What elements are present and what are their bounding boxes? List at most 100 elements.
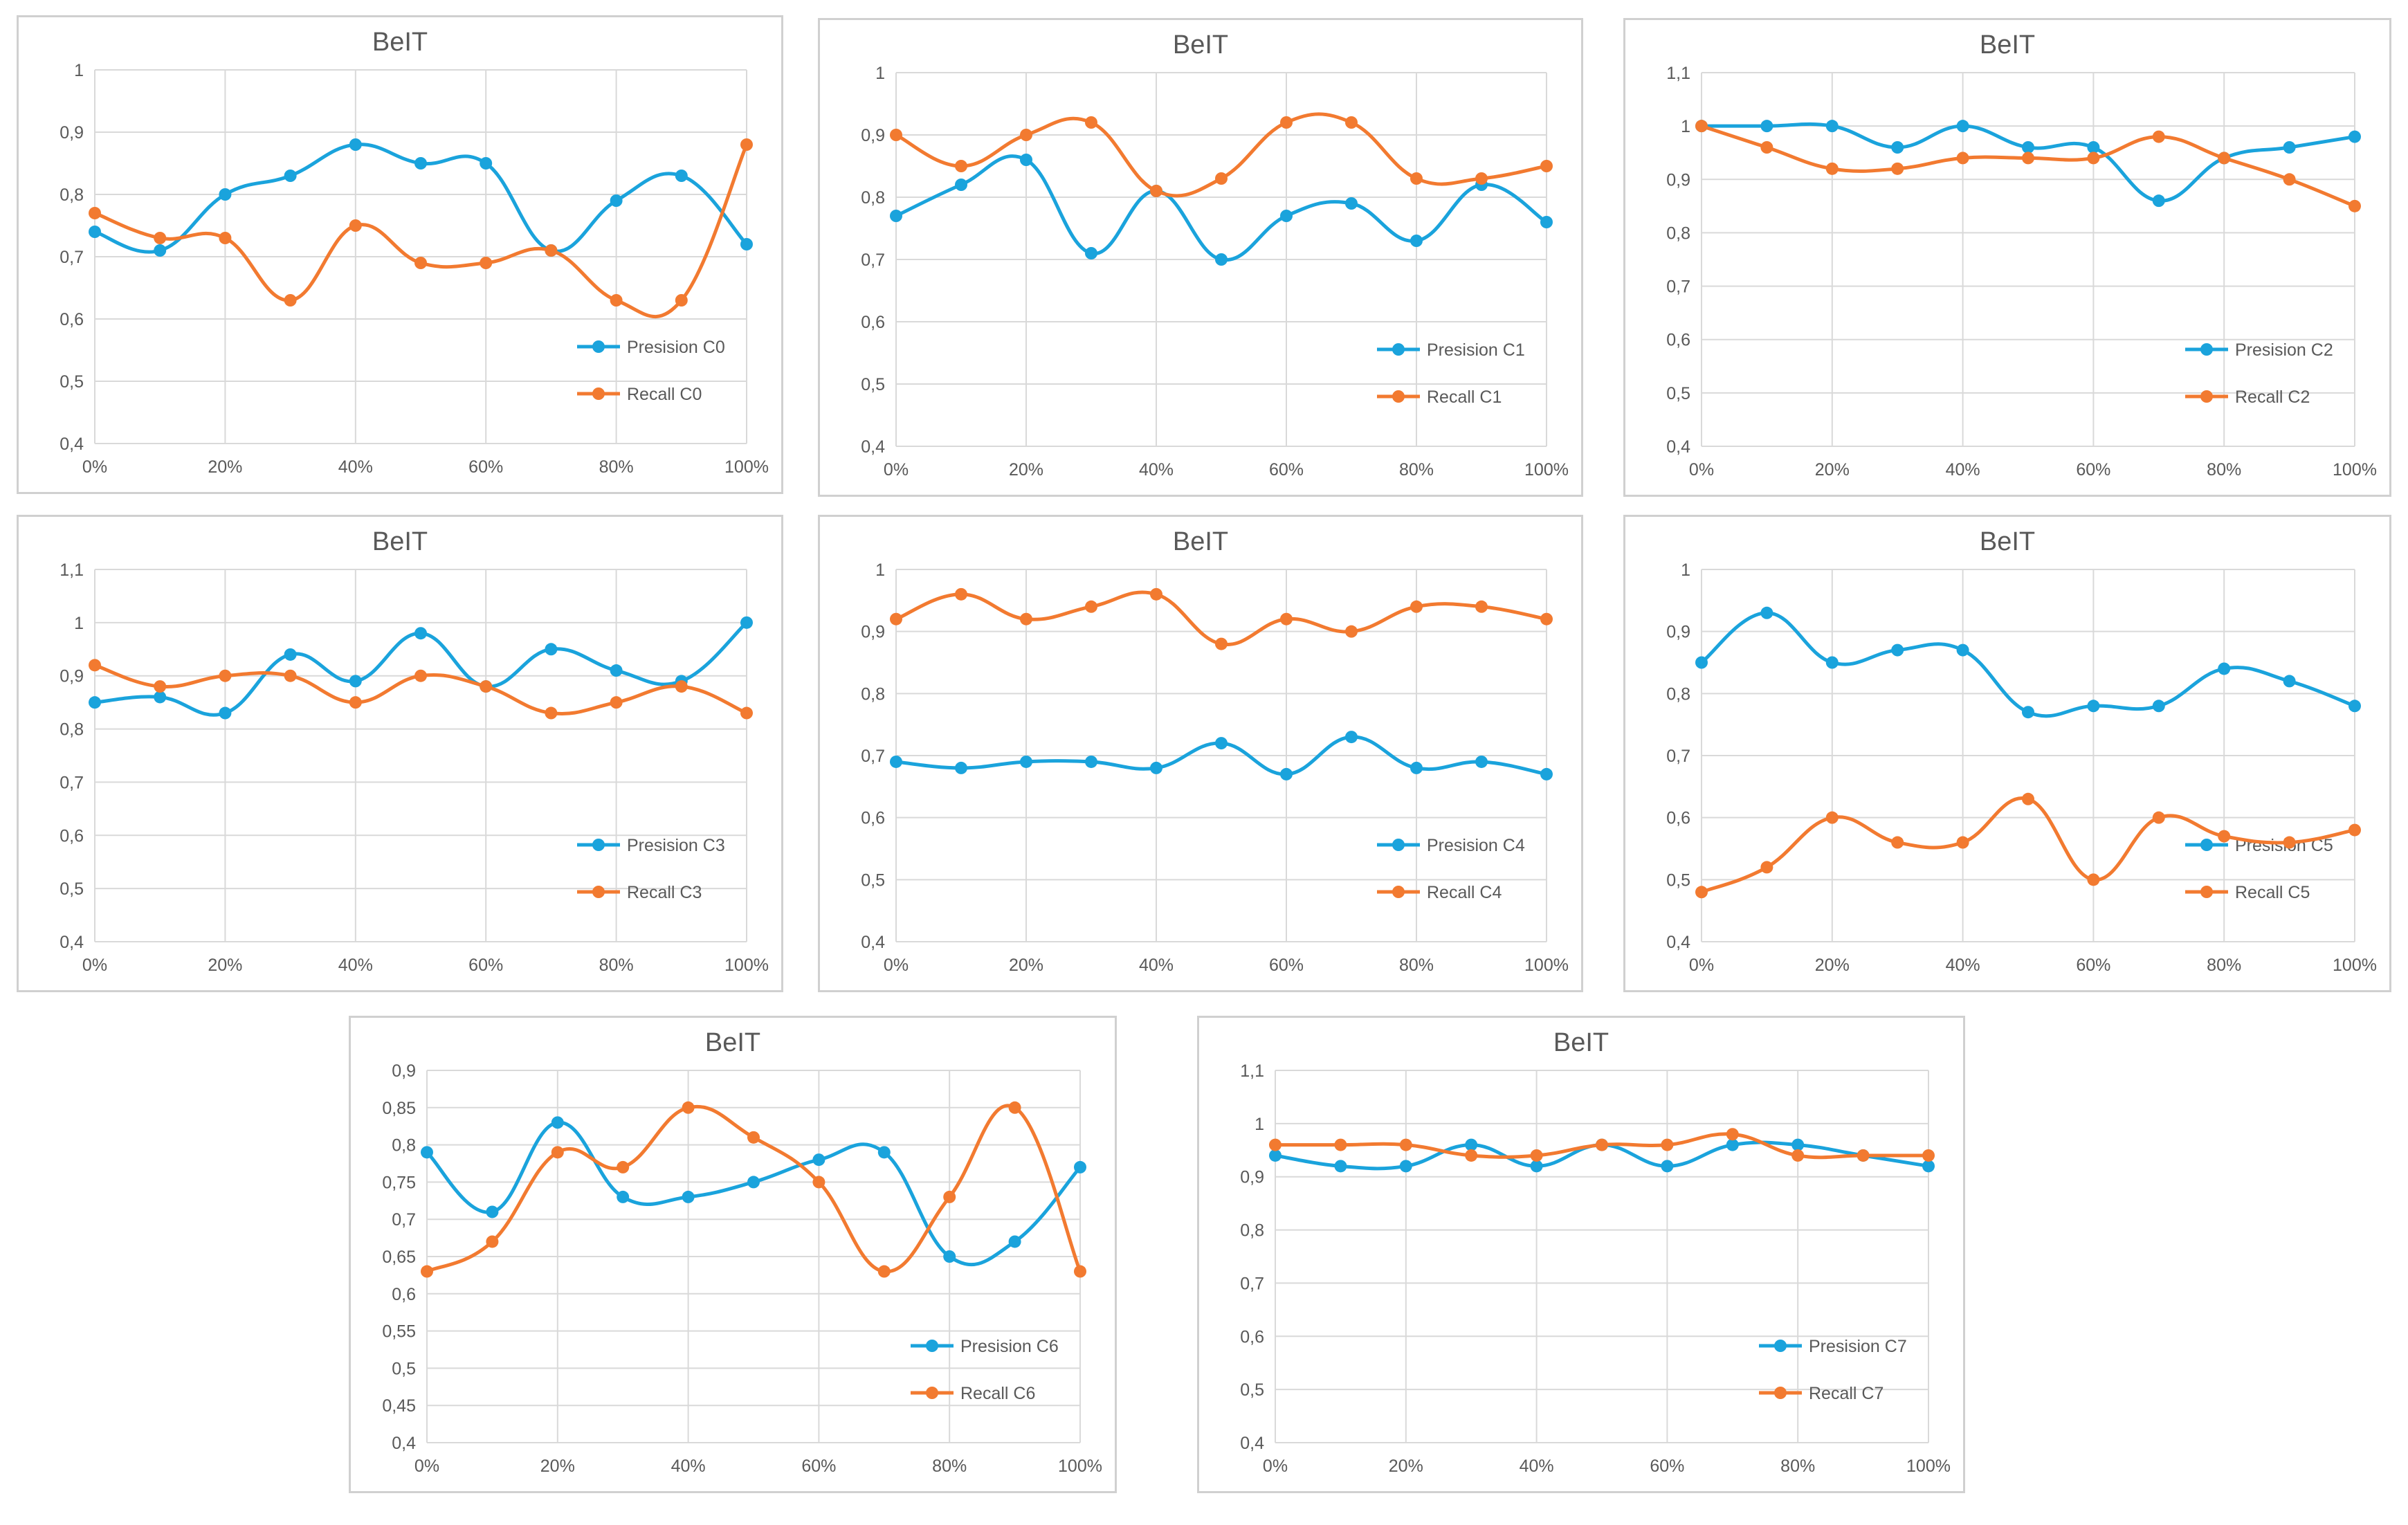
data-point xyxy=(1280,210,1293,222)
legend-marker xyxy=(2200,839,2213,851)
legend-label: Recall C3 xyxy=(627,883,702,902)
data-point xyxy=(1150,761,1162,774)
x-tick-label: 100% xyxy=(1906,1456,1951,1476)
data-point xyxy=(154,244,167,257)
series-line-recall xyxy=(94,144,749,319)
data-point xyxy=(414,257,427,269)
data-point xyxy=(1791,1149,1805,1162)
y-tick-label: 0,9 xyxy=(1666,170,1690,190)
x-tick-label: 40% xyxy=(338,956,373,975)
legend-marker xyxy=(1392,390,1405,403)
y-tick-label: 0,6 xyxy=(1666,809,1690,828)
data-point xyxy=(1825,811,1839,824)
x-tick-label: 60% xyxy=(468,956,503,975)
y-tick-label: 0,55 xyxy=(382,1322,416,1342)
x-tick-label: 60% xyxy=(1650,1456,1684,1476)
data-point xyxy=(1334,1138,1347,1151)
data-point xyxy=(1020,612,1032,625)
data-point xyxy=(2348,823,2361,837)
x-tick-label: 20% xyxy=(1389,1456,1423,1476)
data-point xyxy=(2152,700,2165,713)
x-tick-label: 80% xyxy=(599,956,634,975)
y-tick-label: 0,5 xyxy=(60,879,84,899)
series-line-precision xyxy=(895,735,1547,776)
data-point xyxy=(617,1160,630,1174)
data-point xyxy=(1410,761,1423,774)
y-tick-label: 0,6 xyxy=(1666,331,1690,350)
data-point xyxy=(486,1205,499,1218)
data-point xyxy=(1020,129,1032,141)
data-point xyxy=(1269,1138,1281,1151)
data-point xyxy=(1215,172,1228,185)
data-point xyxy=(2022,152,2034,165)
legend-marker xyxy=(1392,886,1405,898)
chart-c2: BeIT 0,4 0,5 0,6 0,7 0,8 0,9 1 1,1 0% 20% 40% 60% 80%… xyxy=(1623,18,2391,497)
data-point xyxy=(1150,185,1162,197)
y-tick-label: 1 xyxy=(875,560,885,580)
y-tick-label: 0,8 xyxy=(1240,1221,1264,1241)
data-point xyxy=(89,207,101,219)
data-point xyxy=(890,129,902,141)
data-point xyxy=(1596,1138,1608,1151)
y-tick-label: 0,5 xyxy=(861,870,885,890)
data-point xyxy=(154,680,167,693)
data-point xyxy=(1410,235,1423,247)
data-point xyxy=(284,648,297,661)
data-point xyxy=(1956,120,1969,133)
data-point xyxy=(812,1153,826,1167)
y-tick-label: 0,7 xyxy=(1666,277,1690,297)
data-point xyxy=(955,587,967,601)
y-tick-label: 0,4 xyxy=(60,933,84,952)
data-point xyxy=(1922,1149,1935,1162)
data-point xyxy=(2218,830,2231,843)
data-point xyxy=(675,680,688,693)
y-tick-label: 0,4 xyxy=(60,435,84,454)
series-line-recall xyxy=(426,1104,1082,1274)
y-tick-label: 0,6 xyxy=(861,313,885,332)
data-point xyxy=(545,706,558,720)
data-point xyxy=(682,1190,695,1203)
chart-title: BeIT xyxy=(1553,1028,1609,1057)
x-tick-label: 0% xyxy=(1263,1456,1288,1476)
data-point xyxy=(1475,172,1488,185)
data-point xyxy=(1956,152,1969,165)
data-point xyxy=(675,294,688,307)
x-tick-label: 0% xyxy=(884,460,909,480)
legend-marker xyxy=(2200,343,2213,356)
data-point xyxy=(1345,197,1358,210)
data-point xyxy=(1410,600,1423,613)
data-point xyxy=(1150,587,1162,601)
data-point xyxy=(1825,656,1839,669)
x-tick-label: 100% xyxy=(1058,1456,1102,1476)
chart-svg: BeIT 0,4 0,5 0,6 0,7 0,8 0,9 1 0% 20% 40% 60% 80% 100… xyxy=(861,30,1569,480)
y-tick-label: 0,5 xyxy=(1666,870,1690,890)
legend-label: Recall C0 xyxy=(627,385,702,404)
data-point xyxy=(1540,160,1553,172)
y-tick-label: 0,9 xyxy=(861,126,885,145)
y-tick-label: 0,4 xyxy=(1666,933,1690,952)
data-point xyxy=(349,675,362,688)
data-point xyxy=(284,170,297,182)
data-point xyxy=(1540,216,1553,228)
x-tick-label: 60% xyxy=(468,457,503,477)
y-tick-label: 0,5 xyxy=(60,372,84,392)
data-point xyxy=(349,138,362,151)
x-tick-label: 20% xyxy=(1009,460,1043,480)
legend-label: Recall C6 xyxy=(960,1384,1035,1403)
x-tick-label: 20% xyxy=(208,457,242,477)
legend-label: Recall C1 xyxy=(1427,387,1502,407)
data-point xyxy=(1399,1160,1412,1173)
data-point xyxy=(2022,141,2034,154)
series-line-precision xyxy=(895,154,1548,262)
series-line-precision xyxy=(94,143,748,254)
legend-label: Recall C7 xyxy=(1809,1384,1883,1403)
x-tick-label: 40% xyxy=(1946,956,1980,975)
data-point xyxy=(2348,700,2361,713)
chart-c1: BeIT 0,4 0,5 0,6 0,7 0,8 0,9 1 0% 20% 40% 60% 80% 100… xyxy=(818,18,1583,497)
y-tick-label: 0,8 xyxy=(60,185,84,205)
y-tick-label: 0,45 xyxy=(382,1396,416,1416)
y-tick-label: 0,8 xyxy=(1666,684,1690,704)
y-tick-label: 0,9 xyxy=(60,667,84,686)
legend-marker xyxy=(926,1340,938,1352)
